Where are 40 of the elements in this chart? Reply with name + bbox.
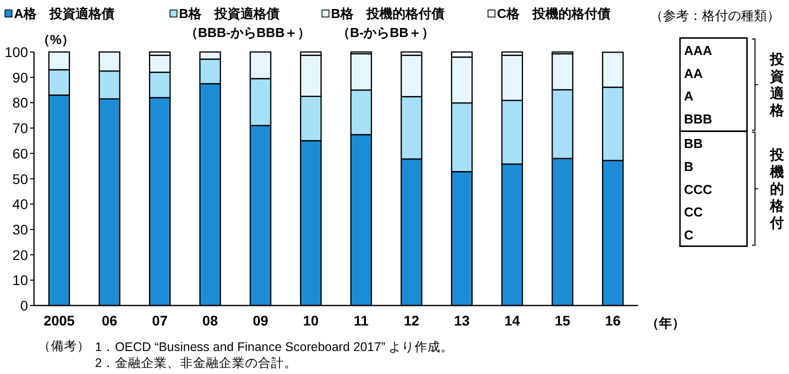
y-tick-label: 20 — [12, 246, 28, 263]
category-label: CCC — [684, 182, 713, 197]
category-label: BB — [684, 136, 703, 152]
y-tick-label: 30 — [12, 221, 28, 238]
text: 投機的格付 — [769, 146, 785, 231]
y-axis-title: （%） — [37, 32, 75, 47]
x-tick-label: 08 — [202, 312, 218, 328]
y-tick-label: 50 — [12, 170, 28, 187]
x-tick-label: 14 — [504, 312, 520, 328]
text: （備考） — [38, 339, 90, 353]
x-tick-label: 15 — [554, 312, 570, 328]
x-tick-label: 12 — [404, 312, 420, 328]
x-axis-title: （年） — [646, 316, 685, 330]
y-tick-label: 10 — [12, 272, 28, 288]
category-label: B — [684, 159, 694, 174]
y-tick-label: 0 — [20, 298, 28, 314]
text: 投資適格 — [769, 51, 785, 118]
x-tick-label: 06 — [102, 312, 118, 328]
x-tick-label: 16 — [605, 312, 621, 328]
x-tick-label: 10 — [303, 312, 319, 328]
x-tick-label: 13 — [454, 312, 470, 328]
text: 1．OECD “Business and Finance Scoreboard 2017” より作成。 — [95, 340, 454, 354]
text: （参考：格付の種類） — [650, 8, 780, 23]
category-label: BBB — [684, 111, 712, 126]
x-tick-label: 2005 — [44, 312, 75, 328]
y-tick-label: 60 — [12, 145, 28, 162]
y-tick-label: 90 — [12, 69, 28, 86]
x-tick-label: 09 — [252, 312, 268, 328]
y-tick-label: 100 — [4, 44, 28, 60]
category-label: A — [684, 88, 694, 104]
category-label: AA — [684, 66, 704, 81]
category-label: C — [684, 227, 694, 242]
y-tick-label: 40 — [12, 196, 28, 212]
y-tick-label: 70 — [12, 120, 28, 136]
category-label: AAA — [684, 43, 713, 58]
y-tick-label: 80 — [12, 94, 28, 111]
x-tick-label: 07 — [152, 312, 168, 328]
category-label: CC — [684, 204, 704, 220]
text: 2．金融企業、非金融企業の合計。 — [95, 356, 297, 370]
x-tick-label: 11 — [354, 312, 369, 328]
